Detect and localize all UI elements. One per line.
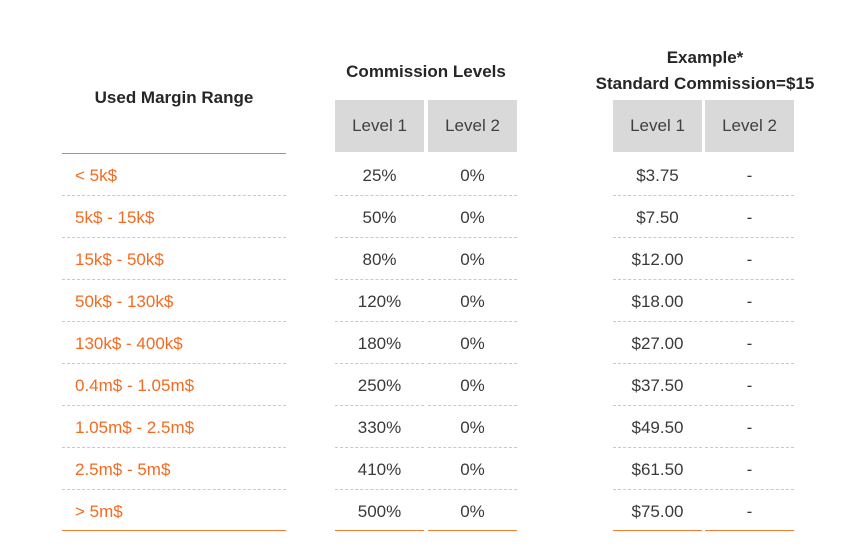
cell-level1: 330% bbox=[357, 418, 402, 437]
row-divider bbox=[335, 489, 424, 490]
row-divider bbox=[705, 321, 794, 322]
row-divider bbox=[62, 405, 286, 406]
cell-example-level1: $37.50 bbox=[631, 376, 684, 395]
cell-level2: 0% bbox=[460, 166, 485, 185]
cell-example-level2: - bbox=[746, 166, 753, 185]
bottom-rule-level1 bbox=[335, 530, 424, 531]
bottom-rule-ex-level2 bbox=[705, 530, 794, 531]
cell-level2: 0% bbox=[460, 376, 485, 395]
subheader-example-level1: Level 1 bbox=[613, 100, 702, 152]
row-divider bbox=[613, 363, 702, 364]
cell-example-level1: $7.50 bbox=[636, 208, 679, 227]
cell-level1: 410% bbox=[357, 460, 402, 479]
cell-margin-range: 15k$ - 50k$ bbox=[75, 250, 164, 269]
row-divider bbox=[62, 363, 286, 364]
row-divider bbox=[62, 321, 286, 322]
header-used-margin-range: Used Margin Range bbox=[94, 88, 254, 107]
row-divider bbox=[335, 363, 424, 364]
row-divider bbox=[613, 321, 702, 322]
cell-level2: 0% bbox=[460, 250, 485, 269]
row-divider bbox=[613, 195, 702, 196]
cell-level1: 80% bbox=[362, 250, 397, 269]
cell-level2: 0% bbox=[460, 502, 485, 521]
row-divider bbox=[428, 363, 517, 364]
row-divider bbox=[613, 489, 702, 490]
row-divider bbox=[62, 279, 286, 280]
cell-example-level1: $3.75 bbox=[636, 166, 679, 185]
row-divider bbox=[705, 237, 794, 238]
cell-margin-range: 50k$ - 130k$ bbox=[75, 292, 174, 311]
row-divider bbox=[335, 321, 424, 322]
row-divider bbox=[705, 363, 794, 364]
cell-level2: 0% bbox=[460, 292, 485, 311]
subheader-commission-level2: Level 2 bbox=[428, 100, 517, 152]
row-divider bbox=[705, 447, 794, 448]
cell-example-level2: - bbox=[746, 376, 753, 395]
cell-level1: 50% bbox=[362, 208, 397, 227]
row-divider bbox=[613, 405, 702, 406]
cell-margin-range: 0.4m$ - 1.05m$ bbox=[75, 376, 195, 395]
row-divider bbox=[613, 237, 702, 238]
row-divider bbox=[428, 195, 517, 196]
row-divider bbox=[62, 447, 286, 448]
cell-example-level1: $61.50 bbox=[631, 460, 684, 479]
row-divider bbox=[335, 279, 424, 280]
cell-level1: 120% bbox=[357, 292, 402, 311]
subheader-example-level2: Level 2 bbox=[705, 100, 794, 152]
row-divider bbox=[62, 195, 286, 196]
row-divider bbox=[428, 489, 517, 490]
row-divider bbox=[335, 447, 424, 448]
cell-example-level2: - bbox=[746, 502, 753, 521]
cell-example-level2: - bbox=[746, 292, 753, 311]
row-divider bbox=[335, 405, 424, 406]
row-divider bbox=[705, 279, 794, 280]
row-divider bbox=[428, 279, 517, 280]
header-example-standard-commission: Standard Commission=$15 bbox=[595, 74, 815, 93]
cell-example-level1: $12.00 bbox=[631, 250, 684, 269]
cell-level2: 0% bbox=[460, 460, 485, 479]
bottom-rule-range bbox=[62, 530, 286, 531]
cell-example-level1: $49.50 bbox=[631, 418, 684, 437]
row-divider bbox=[62, 237, 286, 238]
cell-margin-range: > 5m$ bbox=[75, 502, 123, 521]
row-divider bbox=[705, 405, 794, 406]
row-divider bbox=[428, 405, 517, 406]
row-divider bbox=[428, 447, 517, 448]
cell-level2: 0% bbox=[460, 334, 485, 353]
cell-margin-range: < 5k$ bbox=[75, 166, 118, 185]
bottom-rule-level2 bbox=[428, 530, 517, 531]
row-divider bbox=[705, 195, 794, 196]
cell-example-level2: - bbox=[746, 250, 753, 269]
cell-example-level2: - bbox=[746, 418, 753, 437]
cell-example-level2: - bbox=[746, 460, 753, 479]
row-divider bbox=[335, 195, 424, 196]
cell-margin-range: 2.5m$ - 5m$ bbox=[75, 460, 171, 479]
cell-level2: 0% bbox=[460, 418, 485, 437]
cell-example-level2: - bbox=[746, 208, 753, 227]
cell-level1: 500% bbox=[357, 502, 402, 521]
header-commission-levels: Commission Levels bbox=[346, 62, 506, 81]
cell-example-level1: $18.00 bbox=[631, 292, 684, 311]
row-divider bbox=[705, 489, 794, 490]
row-divider bbox=[62, 489, 286, 490]
subheader-commission-level1: Level 1 bbox=[335, 100, 424, 152]
cell-example-level1: $75.00 bbox=[631, 502, 684, 521]
range-header-rule bbox=[62, 153, 286, 154]
row-divider bbox=[428, 237, 517, 238]
header-example: Example* bbox=[666, 48, 744, 67]
cell-level1: 180% bbox=[357, 334, 402, 353]
cell-level2: 0% bbox=[460, 208, 485, 227]
cell-margin-range: 130k$ - 400k$ bbox=[75, 334, 183, 353]
row-divider bbox=[613, 279, 702, 280]
row-divider bbox=[428, 321, 517, 322]
cell-margin-range: 1.05m$ - 2.5m$ bbox=[75, 418, 195, 437]
cell-example-level2: - bbox=[746, 334, 753, 353]
cell-example-level1: $27.00 bbox=[631, 334, 684, 353]
cell-level1: 250% bbox=[357, 376, 402, 395]
cell-margin-range: 5k$ - 15k$ bbox=[75, 208, 155, 227]
row-divider bbox=[335, 237, 424, 238]
row-divider bbox=[613, 447, 702, 448]
bottom-rule-ex-level1 bbox=[613, 530, 702, 531]
cell-level1: 25% bbox=[362, 166, 397, 185]
